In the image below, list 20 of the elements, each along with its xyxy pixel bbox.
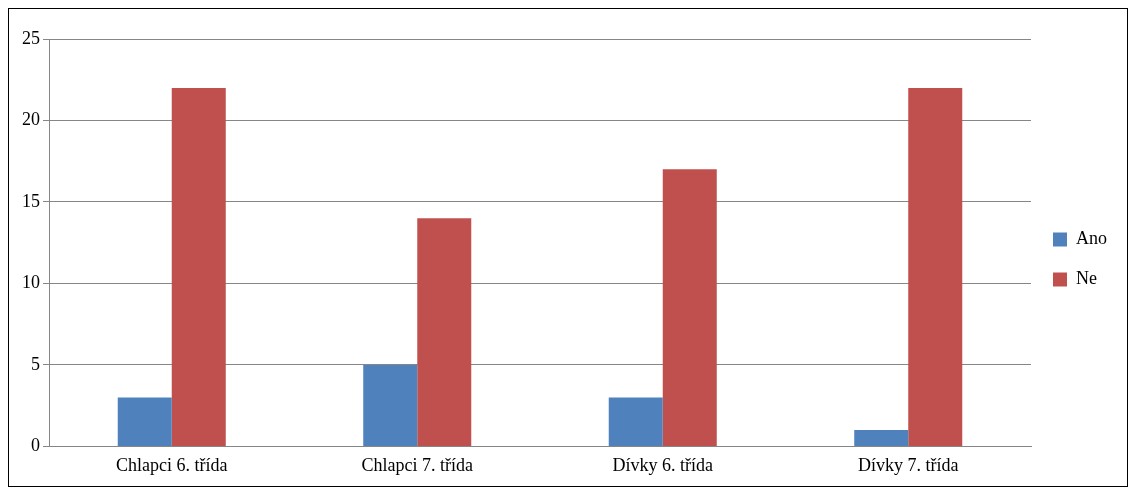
bar [908, 87, 963, 446]
bar [117, 397, 172, 446]
x-tick-label: Chlapci 7. třída [361, 454, 473, 475]
bar [171, 87, 226, 446]
bar [363, 364, 418, 446]
y-tick-label: 0 [31, 435, 40, 456]
y-tick-label: 20 [22, 109, 40, 130]
bar [608, 397, 663, 446]
legend-label: Ano [1076, 228, 1107, 249]
bar [854, 430, 909, 446]
y-tick-label: 5 [31, 353, 40, 374]
bar [662, 169, 717, 446]
legend-label: Ne [1076, 268, 1097, 289]
y-tick-label: 10 [22, 272, 40, 293]
x-tick-label: Dívky 6. třída [612, 454, 713, 475]
x-tick-label: Chlapci 6. třída [116, 454, 228, 475]
y-tick-label: 25 [22, 27, 40, 48]
bar [417, 218, 472, 446]
x-tick-label: Dívky 7. třída [858, 454, 959, 475]
y-tick-label: 15 [22, 190, 40, 211]
